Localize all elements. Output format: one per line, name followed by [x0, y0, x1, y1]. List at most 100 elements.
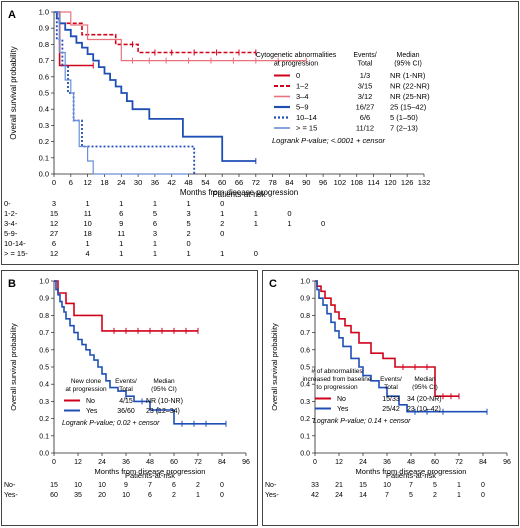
panel-a: A 0.0 0.1 0.2 0.3 0.4 0.5 0.6 0.7 0.8 0.9 1.0 0 6 12 18…	[1, 1, 519, 265]
risk-cell: 0	[481, 482, 485, 489]
x-tick-label: 18	[100, 178, 108, 187]
legend-median: 25 (15–42)	[390, 103, 427, 112]
logrank-footnote: Logrank P-value; 0.14 + censor	[313, 418, 411, 425]
x-tick-label: 84	[479, 459, 487, 466]
x-tick-label: 36	[151, 178, 159, 187]
risk-cell: 20	[98, 492, 106, 499]
risk-cell: 15	[359, 482, 367, 489]
y-tick-label: 0.4	[300, 382, 310, 389]
risk-cell: 1	[196, 492, 200, 499]
x-tick-label: 102	[334, 178, 347, 187]
km-curve	[54, 11, 307, 62]
y-tick-label: 0.6	[39, 347, 49, 354]
km-curve	[315, 280, 459, 397]
y-tick-label: 0.5	[300, 365, 310, 372]
legend-median: 23 (12–34)	[146, 408, 180, 415]
legend-name: 3–4	[296, 92, 309, 101]
km-curve	[54, 11, 256, 54]
legend-header-events: Events/	[353, 52, 376, 59]
risk-cell: 3	[186, 209, 190, 218]
risk-cell: 15	[50, 209, 58, 218]
y-tick-label: 0.0	[300, 451, 310, 458]
risk-table-title: Patients-at-risk	[212, 190, 266, 199]
y-tick-label: 0.0	[39, 451, 49, 458]
risk-row-label: Yes-	[265, 492, 279, 499]
km-curve	[54, 280, 226, 425]
x-tick-label: 36	[383, 459, 391, 466]
panel-c-svg: C0.00.10.20.30.40.50.60.70.80.91.00 12 24 3…	[265, 278, 511, 499]
risk-row-label: No-	[265, 482, 277, 489]
panel-label: C	[269, 278, 277, 290]
x-tick-label: 54	[201, 178, 209, 187]
legend-name: 0	[296, 71, 300, 80]
risk-cell: 10	[83, 219, 91, 228]
legend-header-group: # of abnormalities	[311, 368, 363, 375]
legend-median: 5 (1–50)	[390, 113, 418, 122]
risk-row-label: 0-	[4, 199, 11, 208]
risk-cell: 60	[50, 492, 58, 499]
y-tick-label: 0.4	[39, 105, 49, 114]
x-tick-label: 48	[146, 459, 154, 466]
y-tick-label: 1.0	[300, 279, 310, 286]
risk-row-label: 10-14-	[4, 239, 26, 248]
risk-cell: 6	[119, 209, 123, 218]
legend-header-events: Events/	[115, 378, 137, 385]
y-tick-label: 0.4	[39, 382, 49, 389]
legend-name: Yes	[86, 408, 98, 415]
y-tick-label: 0.1	[300, 433, 310, 440]
risk-cell: 0	[220, 482, 224, 489]
risk-cell: 0	[254, 249, 258, 258]
y-tick-label: 0.6	[39, 72, 49, 81]
x-tick-label: 30	[134, 178, 142, 187]
x-tick-label: 60	[218, 178, 226, 187]
panel-a-svg: A0.00.10.20.30.40.50.60.70.80.91.00 6 12 18…	[4, 8, 430, 259]
km-curve	[315, 280, 487, 413]
risk-cell: 14	[359, 492, 367, 499]
x-tick-label: 24	[98, 459, 106, 466]
x-tick-label: 96	[319, 178, 327, 187]
risk-row-label: 3-4-	[4, 219, 18, 228]
y-tick-label: 0.9	[39, 296, 49, 303]
risk-cell: 1	[153, 249, 157, 258]
legend-median: 23 (10–42)	[407, 406, 441, 413]
risk-cell: 1	[119, 239, 123, 248]
risk-cell: 0	[220, 492, 224, 499]
legend-median: 7 (2–13)	[390, 124, 418, 133]
risk-cell: 10	[383, 482, 391, 489]
x-tick-label: 0	[52, 459, 56, 466]
x-tick-label: 42	[168, 178, 176, 187]
y-tick-label: 0.7	[300, 330, 310, 337]
risk-cell: 42	[311, 492, 319, 499]
legend-events: 3/12	[358, 92, 373, 101]
risk-cell: 1	[186, 249, 190, 258]
x-tick-label: 96	[503, 459, 511, 466]
panel-label: B	[8, 278, 16, 290]
risk-cell: 2	[220, 219, 224, 228]
risk-cell: 1	[254, 209, 258, 218]
legend-header-events: Total	[384, 384, 398, 391]
risk-row-label: > = 15-	[4, 249, 28, 258]
risk-cell: 9	[119, 219, 123, 228]
risk-row-label: Yes-	[4, 492, 18, 499]
risk-cell: 11	[117, 229, 125, 238]
legend-median: 34 (20-NR)	[407, 396, 442, 403]
legend-header-group: to progression	[316, 384, 358, 391]
y-tick-label: 0.5	[39, 89, 49, 98]
x-tick-label: 6	[69, 178, 73, 187]
x-tick-label: 48	[407, 459, 415, 466]
legend-events: 16/27	[356, 103, 375, 112]
legend-events: 6/6	[360, 113, 370, 122]
km-curve	[54, 11, 189, 175]
risk-cell: 6	[153, 219, 157, 228]
y-tick-label: 0.7	[39, 330, 49, 337]
x-tick-label: 84	[285, 178, 293, 187]
risk-cell: 10	[122, 492, 130, 499]
legend-header-median: Median	[153, 378, 175, 385]
legend-header-median: (95% CI)	[151, 386, 177, 393]
risk-cell: 5	[186, 219, 190, 228]
panel-c: C 0.0 0.1 0.2 0.3 0.4 0.5 0.6 0.7 0.8 0.9 1.0 0 12 24 3…	[262, 270, 519, 526]
legend-events: 15/33	[382, 396, 400, 403]
risk-cell: 7	[148, 482, 152, 489]
legend-name: Yes	[337, 406, 349, 413]
risk-cell: 7	[409, 482, 413, 489]
